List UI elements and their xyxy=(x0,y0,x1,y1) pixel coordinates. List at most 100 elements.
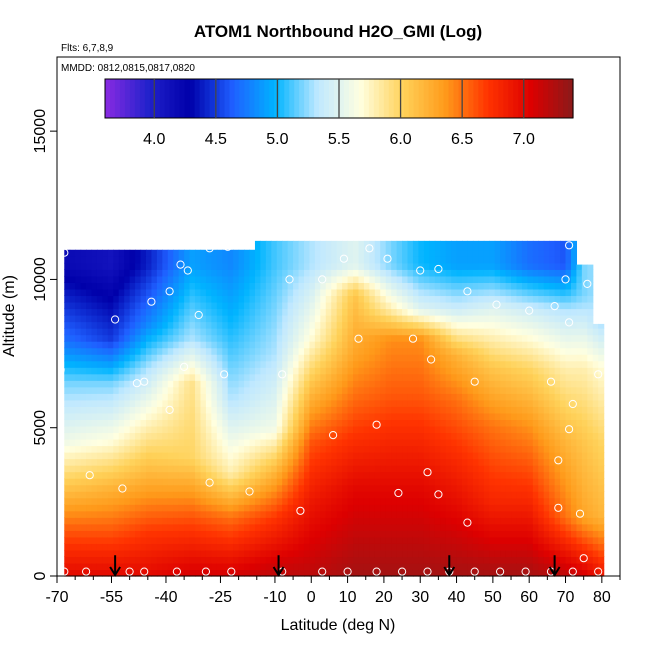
heatmap-cell xyxy=(195,478,202,486)
heatmap-cell xyxy=(325,478,332,486)
heatmap-cell xyxy=(396,275,403,283)
heatmap-cell xyxy=(145,262,153,270)
heatmap-cell xyxy=(347,399,354,407)
heatmap-cell xyxy=(162,491,169,499)
heatmap-cell xyxy=(303,504,311,512)
heatmap-cell xyxy=(511,497,518,505)
heatmap-cell xyxy=(107,438,114,447)
heatmap-cell xyxy=(434,334,441,342)
heatmap-cell xyxy=(254,471,262,479)
heatmap-cell xyxy=(380,386,387,394)
heatmap-cell xyxy=(440,478,447,486)
heatmap-cell xyxy=(592,438,599,447)
heatmap-cell xyxy=(581,510,588,518)
heatmap-cell xyxy=(570,399,578,407)
heatmap-cell xyxy=(331,321,338,329)
heatmap-cell xyxy=(353,549,360,558)
heatmap-cell xyxy=(418,315,425,323)
heatmap-cell xyxy=(456,491,463,499)
heatmap-cell xyxy=(282,249,289,257)
heatmap-cell xyxy=(124,301,131,310)
heatmap-cell xyxy=(113,282,120,290)
heatmap-cell xyxy=(527,315,534,323)
heatmap-cell xyxy=(173,530,180,538)
heatmap-cell xyxy=(124,367,131,375)
heatmap-cell xyxy=(467,569,474,577)
heatmap-cell xyxy=(140,328,147,336)
heatmap-cell xyxy=(211,556,218,564)
heatmap-cell xyxy=(293,373,300,381)
heatmap-cell xyxy=(565,523,572,531)
heatmap-cell xyxy=(200,478,207,486)
heatmap-cell xyxy=(576,504,583,512)
heatmap-cell xyxy=(440,321,447,329)
heatmap-cell xyxy=(456,386,463,394)
heatmap-cell xyxy=(167,458,174,466)
heatmap-cell xyxy=(86,256,93,264)
heatmap-cell xyxy=(374,354,381,362)
heatmap-cell xyxy=(521,425,528,434)
heatmap-cell xyxy=(205,425,212,434)
heatmap-cell xyxy=(429,393,436,401)
heatmap-cell xyxy=(489,510,496,518)
heatmap-cell xyxy=(86,471,93,479)
heatmap-cell xyxy=(298,367,305,375)
heatmap-cell xyxy=(543,517,550,525)
heatmap-cell xyxy=(543,295,550,303)
heatmap-cell xyxy=(129,471,136,479)
heatmap-cell xyxy=(167,334,174,342)
heatmap-cell xyxy=(238,425,245,434)
heatmap-cell xyxy=(456,530,463,538)
heatmap-cell xyxy=(140,458,147,466)
heatmap-cell xyxy=(331,334,338,342)
heatmap-cell xyxy=(151,562,158,571)
heatmap-cell xyxy=(238,543,245,551)
heatmap-cell xyxy=(369,240,376,244)
heatmap-cell xyxy=(282,419,289,427)
heatmap-cell xyxy=(369,301,376,310)
heatmap-cell xyxy=(331,510,338,518)
heatmap-cell xyxy=(549,393,556,401)
heatmap-cell xyxy=(472,380,479,388)
heatmap-cell xyxy=(418,321,425,329)
heatmap-cell xyxy=(445,328,452,336)
heatmap-cell xyxy=(336,536,343,544)
heatmap-cell xyxy=(173,249,180,257)
heatmap-cell xyxy=(200,438,207,447)
heatmap-cell xyxy=(107,308,114,316)
heatmap-cell xyxy=(260,347,267,355)
heatmap-cell xyxy=(244,543,251,551)
heatmap-cell xyxy=(173,517,180,525)
heatmap-cell xyxy=(276,269,283,277)
heatmap-cell xyxy=(396,360,403,368)
heatmap-cell xyxy=(451,419,458,427)
heatmap-cell xyxy=(64,373,71,381)
heatmap-cell xyxy=(407,282,414,290)
heatmap-cell xyxy=(189,465,196,473)
heatmap-cell xyxy=(298,301,305,310)
heatmap-cell xyxy=(462,504,469,512)
heatmap-cell xyxy=(151,438,158,447)
heatmap-cell xyxy=(423,240,430,244)
heatmap-cell xyxy=(570,269,578,277)
heatmap-cell xyxy=(216,288,223,297)
heatmap-cell xyxy=(516,536,523,544)
heatmap-cell xyxy=(195,569,202,577)
heatmap-cell xyxy=(462,275,469,283)
heatmap-cell xyxy=(489,399,496,407)
heatmap-cell xyxy=(227,386,234,394)
heatmap-cell xyxy=(560,465,567,473)
heatmap-cell xyxy=(205,484,212,492)
heatmap-cell xyxy=(516,308,523,316)
heatmap-cell xyxy=(576,354,583,362)
heatmap-cell xyxy=(282,262,289,270)
heatmap-cell xyxy=(592,530,599,538)
heatmap-cell xyxy=(124,308,131,316)
heatmap-cell xyxy=(320,471,327,479)
heatmap-cell xyxy=(565,484,572,492)
heatmap-cell xyxy=(456,438,463,447)
heatmap-cell xyxy=(423,406,430,414)
heatmap-cell xyxy=(363,419,370,427)
heatmap-cell xyxy=(554,275,561,283)
heatmap-cell xyxy=(189,458,196,466)
